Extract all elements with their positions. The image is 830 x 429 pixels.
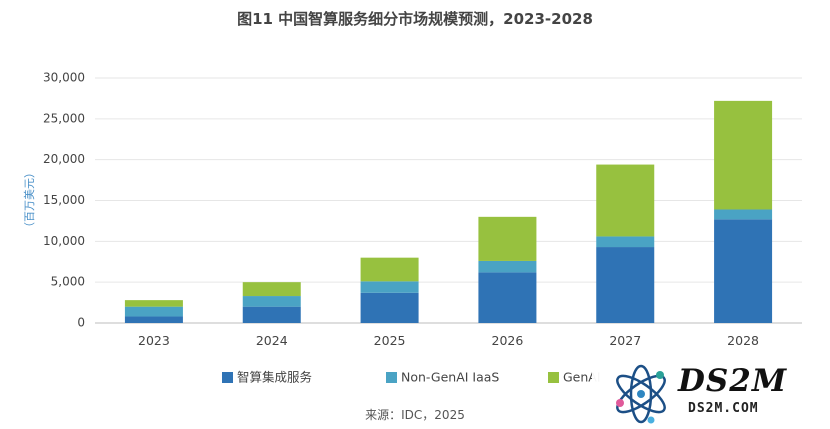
watermark-logo: DS2M DS2M.COM (592, 360, 830, 429)
y-axis-label: （百万美元） (23, 167, 36, 233)
x-tick-label: 2028 (727, 333, 759, 348)
gridlines (95, 77, 802, 324)
y-tick-label: 10,000 (43, 234, 85, 248)
legend-swatch (386, 372, 397, 383)
bar-segment (714, 100, 773, 210)
bar-segment (478, 216, 537, 261)
legend-swatch (222, 372, 233, 383)
bar-segment (596, 236, 655, 248)
legend-label: 智算集成服务 (237, 370, 312, 385)
x-axis-ticks: 2023 2024 2025 2026 2027 2028 (138, 333, 759, 348)
bar-segment (242, 306, 301, 323)
legend: 智算集成服务 Non-GenAI IaaS GenAI (222, 370, 601, 385)
bar-segment (242, 282, 301, 297)
y-axis-ticks: 0 5,000 10,000 15,000 20,000 25,000 30,000 (43, 71, 85, 330)
x-tick-label: 2023 (138, 333, 170, 348)
x-tick-label: 2027 (609, 333, 641, 348)
atom-icon (616, 364, 666, 424)
legend-swatch (548, 372, 559, 383)
bar-segment (478, 260, 537, 273)
y-tick-label: 30,000 (43, 71, 85, 85)
x-tick-label: 2026 (492, 333, 524, 348)
bar-segment (360, 281, 419, 293)
bar-segment (360, 257, 419, 282)
bar-segment (124, 300, 183, 307)
legend-label: GenAI (563, 370, 601, 385)
y-tick-label: 20,000 (43, 152, 85, 166)
legend-label: Non-GenAI IaaS (401, 370, 499, 385)
bars (124, 100, 773, 323)
x-tick-label: 2024 (256, 333, 288, 348)
chart-title: 图11 中国智算服务细分市场规模预测，2023-2028 (237, 10, 593, 28)
bar-segment (242, 296, 301, 307)
watermark-text: DS2M (678, 363, 788, 399)
bar-segment (478, 272, 537, 323)
bar-segment (360, 292, 419, 323)
source-note: 来源：IDC，2025 (365, 408, 465, 422)
bar-segment (124, 316, 183, 323)
x-tick-label: 2025 (374, 333, 406, 348)
bar-segment (596, 247, 655, 323)
bar-segment (596, 164, 655, 237)
bar-segment (714, 219, 773, 323)
y-tick-label: 25,000 (43, 111, 85, 125)
y-tick-label: 0 (77, 316, 85, 330)
y-tick-label: 5,000 (51, 275, 85, 289)
bar-segment (714, 209, 773, 220)
watermark-subtext: DS2M.COM (688, 401, 759, 416)
bar-segment (124, 306, 183, 317)
y-tick-label: 15,000 (43, 193, 85, 207)
stacked-bar-chart: 0 5,000 10,000 15,000 20,000 25,000 30,000 （百万… (23, 71, 802, 385)
